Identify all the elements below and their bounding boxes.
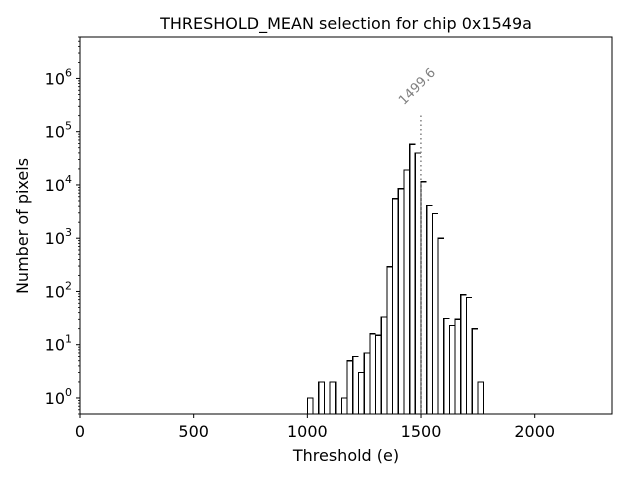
y-tick-label: 106: [45, 66, 72, 88]
histogram-bin: [465, 296, 473, 414]
mean-marker-label: 1499.6: [396, 66, 439, 109]
histogram-bin: [329, 381, 337, 414]
y-axis-label: Number of pixels: [13, 158, 32, 294]
histogram-bin: [471, 328, 478, 414]
x-tick-label: 1500: [401, 422, 442, 441]
y-tick-label: 100: [45, 386, 72, 408]
x-axis-label: Threshold (e): [292, 446, 399, 465]
y-axis: 100 101 102 103 104 105 106: [45, 36, 80, 415]
histogram-bin: [403, 169, 410, 414]
axes-frame: [79, 36, 613, 415]
histogram-bin: [437, 237, 444, 414]
y-tick-label: 102: [45, 279, 72, 301]
histogram-bin: [414, 152, 422, 414]
chart-title: THRESHOLD_MEAN selection for chip 0x1549…: [159, 14, 532, 34]
x-tick-label: 1000: [287, 422, 328, 441]
histogram-bin: [363, 352, 370, 414]
histogram-bin: [454, 318, 461, 414]
histogram-bin: [374, 334, 382, 414]
histogram-bin: [346, 360, 353, 414]
histogram-bin: [420, 181, 427, 414]
x-tick-label: 0: [75, 422, 85, 441]
histogram-bin: [477, 381, 485, 414]
y-tick-label: 103: [45, 226, 72, 248]
histogram-bin: [369, 333, 376, 414]
y-tick-label: 104: [45, 173, 72, 195]
y-tick-label: 101: [45, 333, 72, 355]
x-tick-label: 2000: [514, 422, 555, 441]
histogram-bin: [386, 266, 393, 414]
plot-area: 1499.6: [306, 66, 485, 414]
histogram-bin: [357, 371, 365, 414]
histogram-bin: [392, 198, 399, 414]
histogram-bin: [380, 316, 387, 414]
histogram-bin: [460, 294, 467, 414]
histogram-bin: [397, 188, 404, 414]
histogram-bin: [318, 381, 326, 414]
histogram-bin: [443, 317, 450, 414]
histogram-bin: [426, 204, 433, 414]
histogram-bin: [431, 212, 439, 414]
histogram-bin: [409, 143, 416, 414]
histogram-bin: [306, 397, 314, 414]
x-tick-label: 500: [178, 422, 209, 441]
x-axis: 0 500 1000 1500 2000: [75, 414, 555, 441]
histogram-bin: [448, 324, 456, 414]
histogram-bin: [340, 397, 348, 414]
histogram-bin: [352, 355, 359, 414]
y-tick-label: 105: [45, 120, 72, 142]
